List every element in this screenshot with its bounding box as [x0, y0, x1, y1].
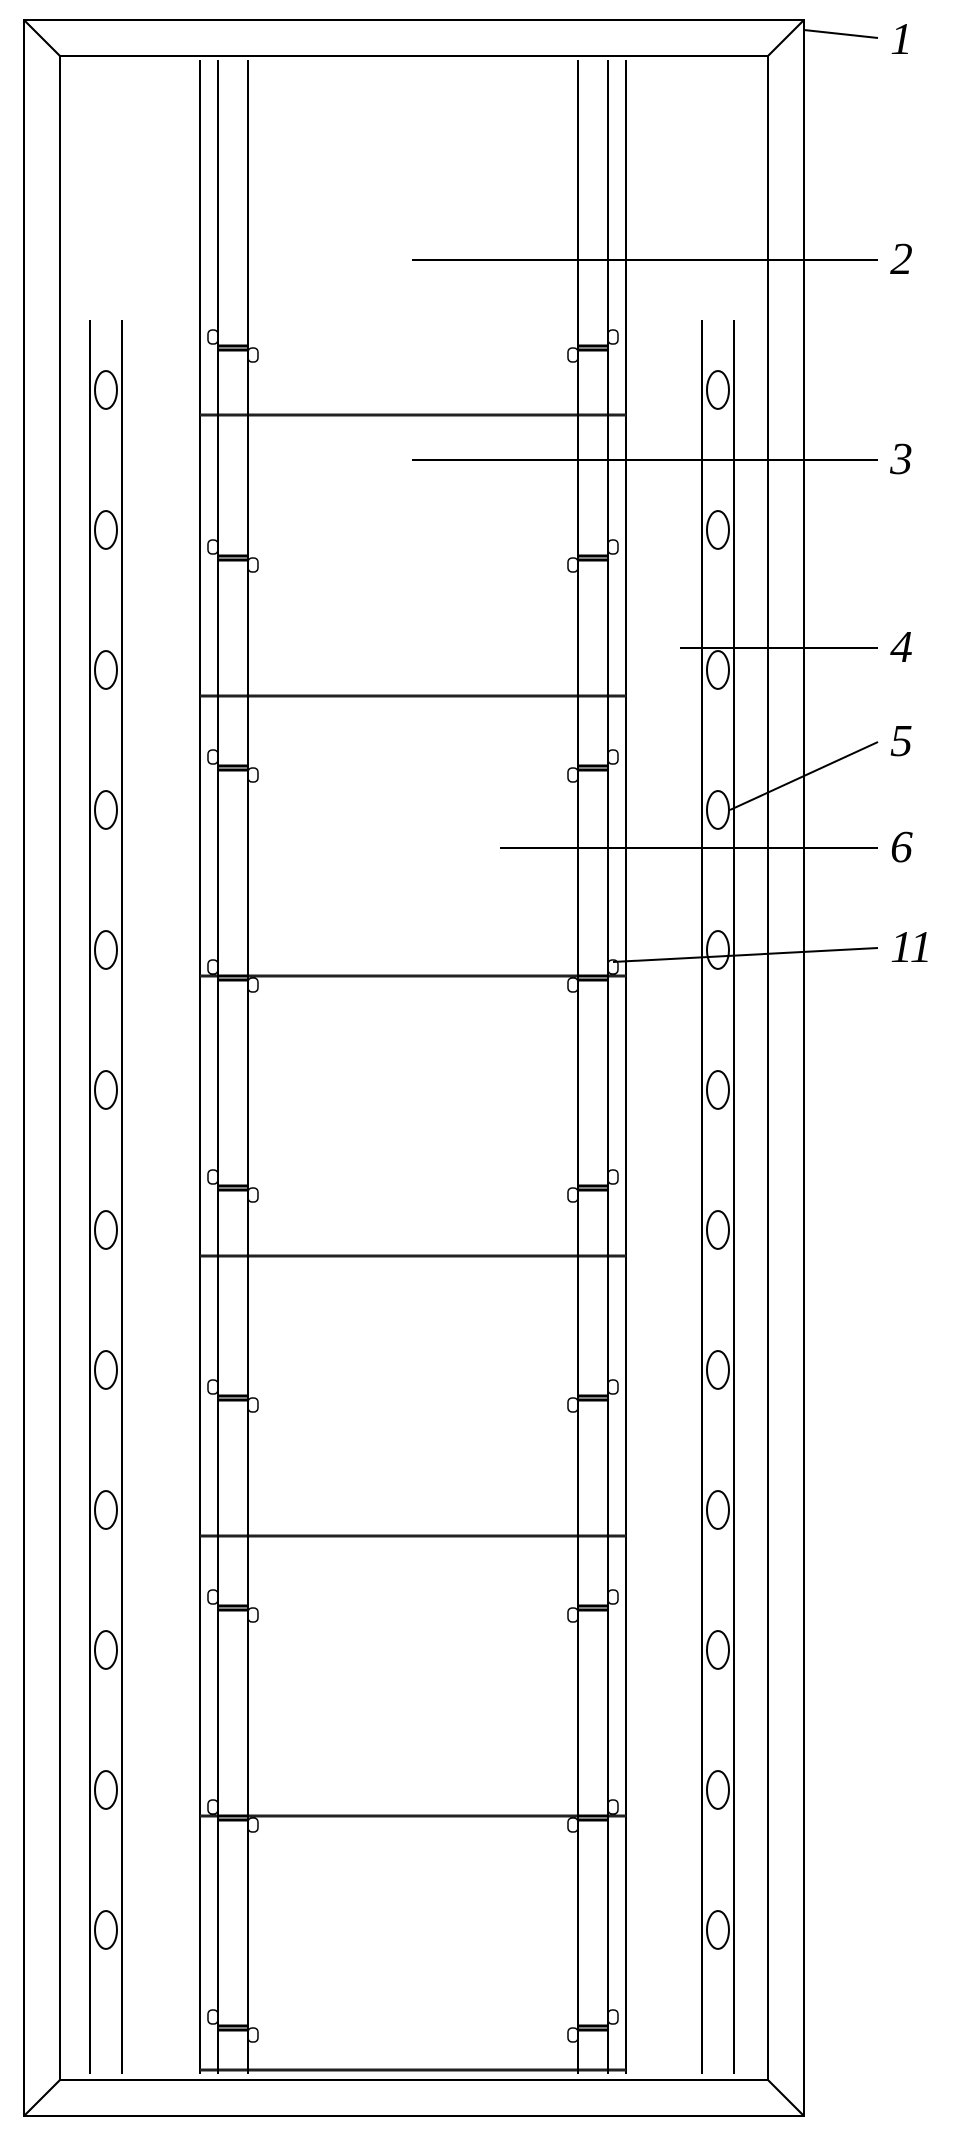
callout-label-2: 2: [890, 232, 913, 285]
callout-label-1: 1: [890, 12, 913, 65]
callout-label-3: 3: [890, 432, 913, 485]
callout-label-5: 5: [890, 714, 913, 767]
callout-label-6: 6: [890, 820, 913, 873]
callout-label-4: 4: [890, 620, 913, 673]
callout-label-11: 11: [890, 920, 933, 973]
